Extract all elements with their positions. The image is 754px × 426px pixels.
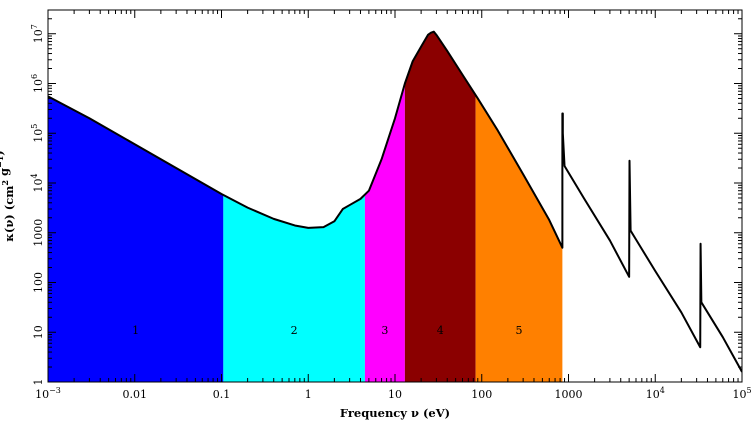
band-4-area	[404, 31, 476, 382]
frequency-bands: 1 2 3 4 5	[48, 31, 563, 382]
x-tick-label: 1	[305, 388, 312, 401]
opacity-curve-layer	[48, 30, 742, 373]
band-3-label: 3	[381, 324, 388, 337]
x-tick-label: 1000	[555, 388, 583, 401]
x-tick-label: 10	[388, 388, 402, 401]
y-tick-label: 1	[32, 379, 45, 386]
y-axis-title: κ(ν) (cm2 g−1)	[0, 150, 16, 241]
opacity-curve	[48, 30, 742, 373]
axis-ticks	[47, 10, 743, 383]
y-tick-label: 1000	[32, 219, 45, 247]
band-1-label: 1	[132, 324, 139, 337]
x-tick-label: 0.1	[213, 388, 231, 401]
tick-labels: 10−3 0.01 0.1 1 10 100 1000 104 105 1 10 100 1000 104…	[30, 24, 752, 401]
x-tick-label: 105	[732, 386, 751, 401]
band-5-label: 5	[516, 324, 523, 337]
y-tick-label: 10	[32, 325, 45, 339]
x-tick-label: 10−3	[35, 386, 61, 401]
band-4-label: 4	[437, 324, 444, 337]
band-3-area	[364, 83, 405, 382]
band-2-label: 2	[291, 324, 298, 337]
band-1-area	[48, 96, 224, 382]
y-tick-label: 104	[30, 173, 45, 192]
x-tick-label: 100	[471, 388, 492, 401]
band-5-area	[475, 95, 563, 382]
y-tick-label: 100	[32, 272, 45, 293]
x-tick-label: 0.01	[123, 388, 148, 401]
y-tick-label: 106	[30, 74, 45, 93]
band-2-area	[223, 194, 365, 382]
y-tick-label: 105	[30, 124, 45, 143]
x-axis-title: Frequency ν (eV)	[340, 406, 450, 420]
x-tick-label: 104	[646, 386, 665, 401]
y-tick-label: 107	[30, 24, 45, 43]
